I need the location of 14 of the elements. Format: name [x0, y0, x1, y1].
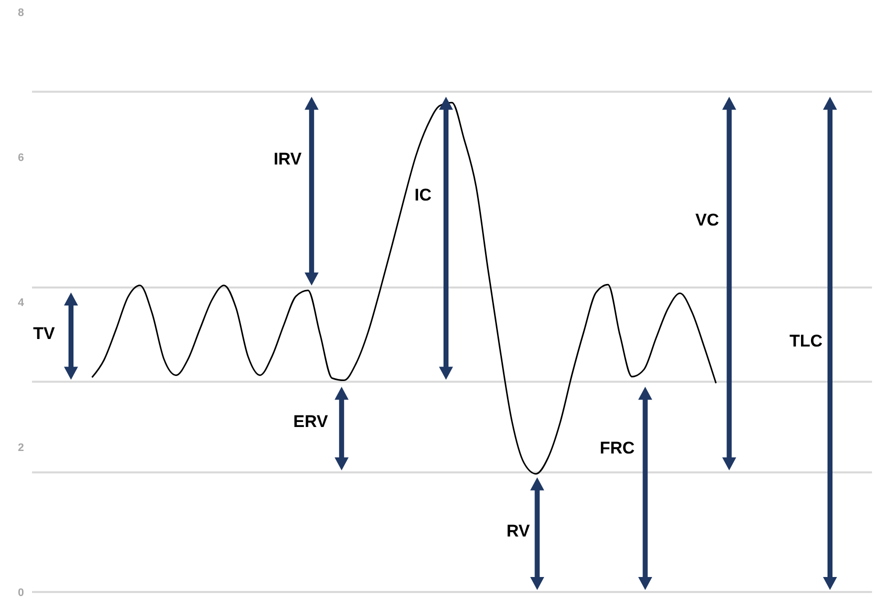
annotation: RV	[506, 522, 531, 541]
annotation: TV	[33, 324, 56, 344]
y-tick-label: 6	[18, 152, 24, 164]
y-tick-label: 2	[18, 442, 24, 454]
annotation: FRC	[600, 438, 635, 458]
line-series	[91, 102, 717, 475]
annotation: TLC	[789, 331, 823, 350]
y-tick-label: 4	[18, 296, 25, 309]
annotation: IRV	[274, 150, 302, 169]
annotation: ERV	[293, 412, 329, 432]
y-tick-label: 8	[18, 6, 24, 19]
annotation: IC	[414, 186, 432, 205]
annotation: VC	[695, 210, 720, 230]
y-tick-label: 0	[18, 586, 24, 599]
